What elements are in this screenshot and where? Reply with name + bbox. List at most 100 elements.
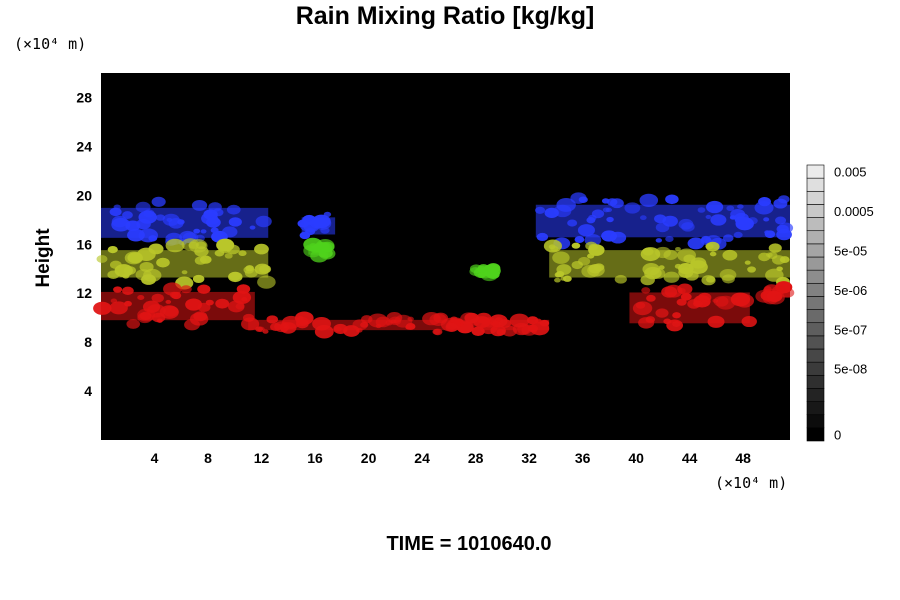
- rain-cell: [632, 301, 653, 316]
- colorbar-segment: [806, 296, 825, 310]
- rain-cell: [672, 312, 681, 319]
- rain-cell: [228, 217, 242, 227]
- rain-layers: [93, 192, 795, 339]
- rain-cell: [205, 299, 214, 306]
- rain-cell: [527, 324, 539, 333]
- rain-cell: [266, 315, 278, 324]
- rain-cell: [165, 299, 172, 304]
- colorbar-segment: [806, 217, 825, 232]
- rain-band-red: [93, 282, 260, 331]
- x-tick-label: 8: [204, 450, 212, 466]
- rain-cell: [262, 329, 269, 334]
- rain-cell: [156, 318, 163, 323]
- x-tick-label: 44: [682, 450, 698, 466]
- rain-cell: [124, 300, 132, 307]
- x-axis-unit-label: (×10⁴ m): [715, 474, 787, 492]
- colorbar-segment: [806, 256, 825, 271]
- rain-cell: [334, 326, 342, 332]
- rain-cell: [705, 200, 724, 214]
- rain-cell: [113, 286, 123, 293]
- rain-cell: [136, 218, 151, 230]
- y-tick-label: 12: [76, 285, 92, 301]
- x-tick-label: 20: [361, 450, 377, 466]
- rain-band-yellow: [96, 238, 276, 290]
- rain-cell: [553, 204, 572, 218]
- colorbar-segment: [806, 190, 825, 205]
- rain-cell: [758, 252, 771, 262]
- rain-cell: [642, 247, 654, 256]
- x-tick-label: 36: [575, 450, 591, 466]
- y-axis-unit-label: (×10⁴ m): [14, 35, 86, 53]
- colorbar-segment: [806, 309, 825, 324]
- rain-cell: [654, 214, 667, 224]
- rain-cell: [776, 266, 783, 272]
- rain-cell: [390, 319, 397, 324]
- y-tick-label: 16: [76, 236, 92, 252]
- rain-cell: [606, 198, 618, 206]
- rain-cell: [588, 214, 597, 221]
- colorbar-segment: [806, 348, 825, 363]
- rain-cell: [665, 194, 679, 205]
- rain-cell: [257, 275, 276, 289]
- colorbar-label: 0.005: [834, 165, 867, 180]
- rain-cell: [779, 256, 790, 264]
- rain-cell: [156, 257, 170, 268]
- rain-cell: [775, 216, 787, 225]
- rain-cell: [294, 311, 314, 325]
- rain-cell: [313, 217, 332, 230]
- rain-cell: [663, 249, 678, 260]
- rain-cell: [606, 216, 614, 223]
- rain-cell: [197, 284, 211, 294]
- rain-cell: [741, 316, 757, 328]
- rain-cell: [368, 313, 388, 328]
- rain-cell: [639, 215, 647, 221]
- rain-cell: [238, 250, 247, 257]
- colorbar-segment: [806, 164, 825, 179]
- rain-cell: [713, 296, 729, 307]
- rain-cell: [122, 286, 134, 295]
- colorbar-label: 0.0005: [834, 204, 874, 219]
- colorbar-segment: [806, 269, 825, 284]
- rain-cell: [678, 218, 694, 230]
- colorbar-segment: [806, 177, 825, 192]
- rain-cell: [215, 298, 230, 309]
- rain-cell: [224, 253, 233, 259]
- rain-cell: [491, 320, 501, 328]
- rain-cell: [185, 298, 203, 311]
- rain-cell: [216, 238, 235, 252]
- rain-cell: [672, 320, 681, 328]
- rain-cell: [135, 269, 152, 281]
- rain-cell: [655, 308, 669, 318]
- colorbar-segment: [806, 243, 825, 258]
- rain-cell: [655, 238, 663, 243]
- rain-cell: [701, 275, 716, 286]
- rain-cell: [690, 257, 707, 269]
- rain-cell: [710, 214, 727, 226]
- rain-cell: [297, 219, 309, 228]
- y-axis-label: Height: [33, 228, 54, 288]
- x-tick-label: 24: [414, 450, 430, 466]
- rain-cell: [143, 209, 155, 218]
- rain-cell: [490, 325, 506, 337]
- rain-cell: [148, 235, 158, 242]
- y-tick-label: 24: [76, 138, 92, 154]
- rain-cell: [214, 249, 225, 257]
- rain-cell: [697, 207, 706, 213]
- rain-cell: [477, 265, 487, 273]
- x-axis-ticks: 4 8 12 16 20 24 28 32 36 40 44 48: [151, 450, 752, 466]
- rain-cell: [184, 319, 200, 331]
- rain-cell: [705, 243, 714, 250]
- rain-cell: [343, 325, 360, 337]
- rain-cell: [498, 319, 512, 328]
- rain-cell: [96, 255, 108, 263]
- rain-cell: [700, 299, 711, 307]
- rain-cell: [255, 215, 272, 228]
- rain-cell: [726, 205, 735, 212]
- colorbar-segment: [806, 414, 825, 429]
- colorbar-label: 5e-08: [834, 362, 867, 377]
- rain-cell: [624, 202, 641, 214]
- rain-cell: [139, 261, 154, 273]
- rain-cell: [680, 292, 692, 301]
- rain-cell: [639, 193, 659, 207]
- rain-band-blue: [297, 211, 336, 240]
